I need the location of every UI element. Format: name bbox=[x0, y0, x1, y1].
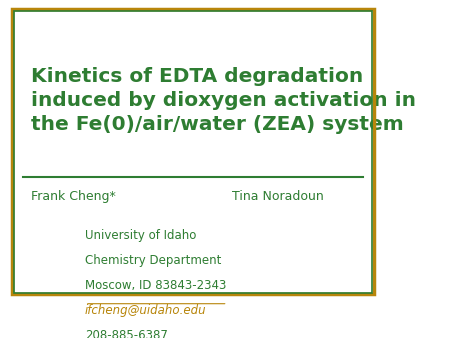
Text: Kinetics of EDTA degradation
induced by dioxygen activation in
the Fe(0)/air/wat: Kinetics of EDTA degradation induced by … bbox=[31, 67, 416, 134]
Text: ifcheng@uidaho.edu: ifcheng@uidaho.edu bbox=[85, 304, 207, 317]
Text: Chemistry Department: Chemistry Department bbox=[85, 254, 221, 267]
Text: Frank Cheng*: Frank Cheng* bbox=[31, 190, 116, 202]
Text: 208-885-6387: 208-885-6387 bbox=[85, 329, 168, 338]
Text: Tina Noradoun: Tina Noradoun bbox=[231, 190, 323, 202]
Text: University of Idaho: University of Idaho bbox=[85, 229, 196, 242]
Text: Moscow, ID 83843-2343: Moscow, ID 83843-2343 bbox=[85, 279, 226, 292]
